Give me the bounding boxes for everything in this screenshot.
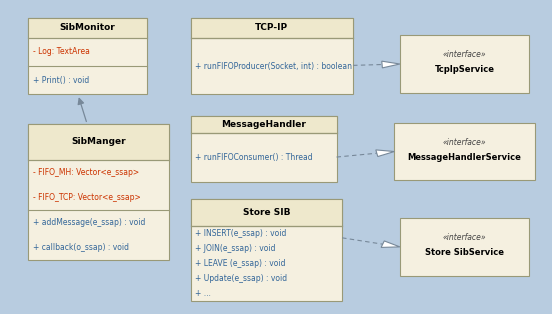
Text: «interface»: «interface» <box>443 138 486 147</box>
Text: + addMessage(e_ssap) : void: + addMessage(e_ssap) : void <box>33 218 145 227</box>
FancyBboxPatch shape <box>190 18 353 95</box>
FancyBboxPatch shape <box>190 199 342 301</box>
Polygon shape <box>376 150 394 157</box>
Text: SibManger: SibManger <box>71 137 126 146</box>
Text: MessageHandler: MessageHandler <box>221 120 306 129</box>
Text: Store SIB: Store SIB <box>243 208 290 217</box>
Text: + INSERT(e_ssap) : void: + INSERT(e_ssap) : void <box>195 229 286 238</box>
FancyBboxPatch shape <box>28 124 168 160</box>
Text: - FIFO_TCP: Vector<e_ssap>: - FIFO_TCP: Vector<e_ssap> <box>33 193 140 202</box>
Polygon shape <box>382 61 400 68</box>
FancyBboxPatch shape <box>28 124 168 260</box>
FancyBboxPatch shape <box>190 116 337 133</box>
Text: + Print() : void: + Print() : void <box>33 76 89 85</box>
Text: TcpIpService: TcpIpService <box>434 65 495 74</box>
FancyBboxPatch shape <box>190 199 342 226</box>
FancyBboxPatch shape <box>190 18 353 38</box>
Polygon shape <box>381 241 400 247</box>
Text: SibMonitor: SibMonitor <box>60 23 115 32</box>
FancyBboxPatch shape <box>394 122 535 181</box>
Text: - Log: TextArea: - Log: TextArea <box>33 47 89 57</box>
Text: + LEAVE (e_ssap) : void: + LEAVE (e_ssap) : void <box>195 259 285 268</box>
Text: «interface»: «interface» <box>443 233 486 242</box>
Text: + Update(e_ssap) : void: + Update(e_ssap) : void <box>195 274 287 283</box>
FancyBboxPatch shape <box>190 116 337 182</box>
FancyBboxPatch shape <box>28 18 147 95</box>
Text: + runFIFOConsumer() : Thread: + runFIFOConsumer() : Thread <box>195 153 312 162</box>
Text: MessageHandlerService: MessageHandlerService <box>407 153 522 162</box>
FancyBboxPatch shape <box>28 18 147 38</box>
Text: + ...: + ... <box>195 289 211 298</box>
Text: «interface»: «interface» <box>443 50 486 59</box>
Text: Store SibService: Store SibService <box>425 248 504 257</box>
FancyBboxPatch shape <box>400 218 529 276</box>
Text: + callback(o_ssap) : void: + callback(o_ssap) : void <box>33 243 129 252</box>
Text: + runFIFOProducer(Socket, int) : boolean: + runFIFOProducer(Socket, int) : boolean <box>195 62 352 71</box>
Text: - FIFO_MH: Vector<e_ssap>: - FIFO_MH: Vector<e_ssap> <box>33 168 139 176</box>
FancyBboxPatch shape <box>400 35 529 93</box>
Text: TCP-IP: TCP-IP <box>256 23 289 32</box>
Text: + JOIN(e_ssap) : void: + JOIN(e_ssap) : void <box>195 244 275 253</box>
